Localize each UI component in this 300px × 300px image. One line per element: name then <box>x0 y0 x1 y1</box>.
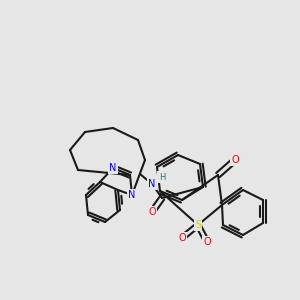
Text: O: O <box>178 233 186 243</box>
Text: S: S <box>195 220 201 230</box>
Text: O: O <box>231 155 239 165</box>
Text: O: O <box>148 207 156 217</box>
Text: N: N <box>109 163 117 173</box>
Text: H: H <box>159 172 165 182</box>
Text: N: N <box>148 179 156 189</box>
Text: N: N <box>128 190 136 200</box>
Text: O: O <box>203 237 211 247</box>
